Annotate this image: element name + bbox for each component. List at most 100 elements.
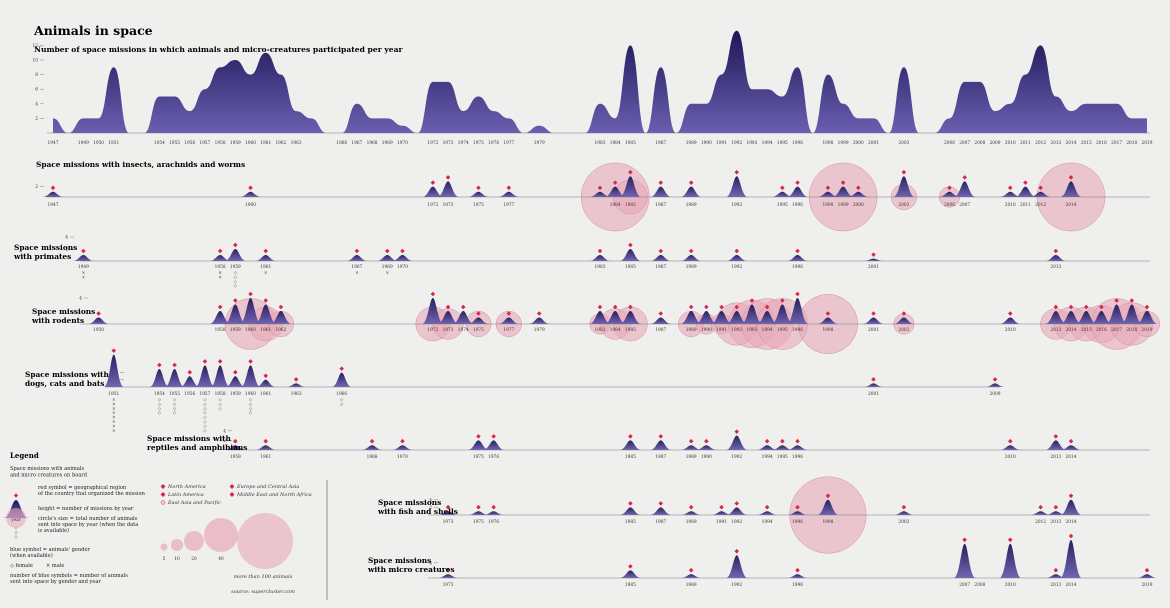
micro-peak [786,574,809,578]
micro-year-label: 2007 [959,583,970,588]
dogs-region-marker [111,348,117,353]
dogs-gender-symbol: ◇ [218,398,222,403]
rodents-year-label: 2003 [898,328,909,333]
fish-region-marker [628,501,633,506]
insects-region-marker [248,185,253,191]
rodents-peak [862,317,885,324]
main-year-label: 1976 [488,141,499,146]
reptiles-region-marker [780,438,785,444]
primates-peak [1044,255,1067,261]
legend-size-label: 40 [218,557,224,562]
main-year-label: 1967 [351,141,362,146]
rodents-region-marker [1114,298,1119,303]
primates-gender-symbol: × [385,271,389,276]
insects-region-marker [430,180,436,185]
insects-region-marker [780,185,785,191]
rodents-region-marker [445,304,451,310]
dogs-year-label: 2001 [868,392,879,397]
primates-region-marker [1053,248,1059,254]
fish-region-marker [795,504,800,510]
rodents-year-label: 1993 [746,328,757,333]
insects-year-label: 1999 [838,203,849,208]
insects-peak [467,191,490,197]
main-year-label: 1970 [397,141,408,146]
dogs-peak [103,354,124,387]
main-year-label: 1973 [443,141,454,146]
dogs-gender-symbol: ◇ [249,402,253,407]
rodents-title-line: with rodents [31,316,84,325]
primates-year-label: 1985 [625,265,636,270]
primates-year-label: 1958 [215,265,226,270]
primates-region-marker [263,248,268,254]
rodents-year-label: 1962 [275,328,286,333]
reptiles-peak [680,445,703,450]
insects-region-marker [1038,185,1043,191]
legend-size-circle [160,543,168,551]
fish-peak [892,511,915,515]
fish-peak [482,511,505,515]
primates-region-marker [400,248,405,254]
fish-peak [1060,499,1083,515]
main-year-label: 1984 [610,141,621,146]
rodents-region-marker [536,311,542,316]
legend-region-label: Europe and Central Asia [236,484,299,490]
fish-peak [649,507,672,515]
fish-peak [710,511,733,515]
dogs-peak [863,383,884,387]
insects-year-label: 1987 [655,203,666,208]
rodents-region-marker [612,304,618,310]
rodents-year-label: 1994 [762,328,773,333]
rodents-region-marker [1007,311,1013,316]
micro-year-label: 1989 [686,583,697,588]
micro-peak [725,555,748,578]
rodents-peak [1090,311,1113,324]
primates-gender-symbol: × [218,271,222,276]
reptiles-peak [725,435,748,450]
fish-region-marker [734,501,740,506]
fish-region-marker [764,504,770,510]
rodents-year-label: 1995 [777,328,788,333]
micro-year-label: 2019 [1142,583,1153,588]
main-ytick-label: 4 [35,102,38,107]
dogs-gender-symbol: ◇ [203,402,207,407]
reptiles-peak [391,445,414,450]
main-year-label: 2011 [1020,141,1031,146]
primates-region-marker [734,248,740,254]
rodents-peak [224,304,247,324]
insects-peak [953,181,976,197]
dogs-gender-symbol: ◇ [203,416,207,421]
fish-year-label: 1973 [443,520,454,525]
insects-peak [497,191,520,197]
reptiles-year-label: 1996 [792,455,803,460]
main-year-label: 2008 [974,141,985,146]
dogs-gender-symbol: ◇ [203,424,207,429]
main-year-label: 1975 [473,141,484,146]
dogs-year-label: 1955 [169,392,180,397]
rodents-year-label: 2010 [1005,328,1016,333]
rodents-region-marker [263,298,268,303]
fish-region-marker [901,504,907,510]
insects-region-marker [1023,180,1028,185]
legend-size-label: 5 [163,557,166,562]
micro-peak [953,543,976,578]
legend-source: source: supercluster.com [231,589,295,595]
rodents-region-marker [628,304,633,310]
legend-female: ◇ female [10,563,33,569]
primates-region-marker [628,242,633,248]
reptiles-region-marker [476,434,481,439]
primates-year-label: 1969 [382,265,393,270]
legend-count: number of blue symbols = number of anima… [10,573,128,579]
reptiles-peak [771,445,794,450]
micro-region-marker [445,567,451,573]
rodents-peak [999,317,1022,324]
primates-peak [680,255,703,261]
primates-peak [376,255,399,261]
main-year-label: 2001 [868,141,879,146]
legend-size-circle [171,539,183,551]
insects-title-line: Space missions with insects, arachnids a… [36,160,245,169]
micro-region-marker [688,567,694,573]
dogs-gender-symbol: ◇ [249,398,253,403]
rodents-region-marker [233,298,238,303]
